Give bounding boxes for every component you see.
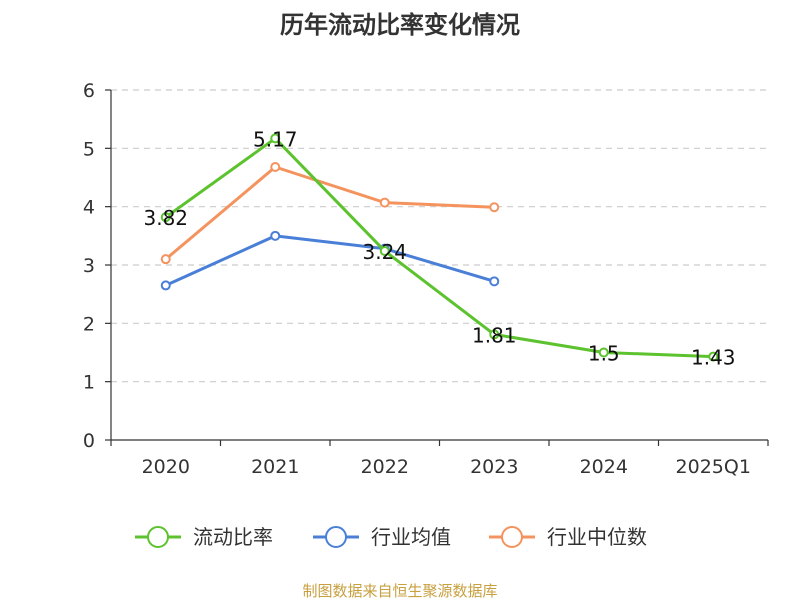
legend-item[interactable]: 流动比率 (135, 525, 273, 549)
y-tick-label: 2 (83, 313, 95, 335)
series-line-0 (164, 136, 714, 359)
series-layer (160, 133, 719, 362)
y-tick-label: 5 (83, 138, 95, 160)
x-tick-label: 2025Q1 (676, 456, 751, 478)
data-point (379, 246, 390, 256)
data-point (708, 351, 719, 362)
data-point (489, 202, 500, 213)
y-tick-label: 0 (83, 430, 95, 452)
x-tick-label: 2024 (580, 456, 628, 478)
data-point (270, 133, 281, 144)
legend-label: 流动比率 (193, 525, 273, 549)
source-note: 制图数据来自恒生聚源数据库 (302, 582, 497, 600)
data-point (598, 347, 609, 358)
legend[interactable]: 流动比率 行业均值 行业中位数 (135, 525, 647, 549)
series-line-2 (164, 165, 495, 261)
legend-item[interactable]: 行业中位数 (489, 525, 647, 549)
data-label: 3.82 (143, 206, 188, 230)
x-tick-label: 2023 (470, 456, 518, 478)
data-labels: 3.82 5.17 3.24 1.81 1.5 1.43 (143, 127, 735, 369)
series-line-1 (165, 234, 495, 287)
legend-item[interactable]: 行业均值 (313, 525, 451, 549)
data-point (160, 280, 171, 291)
data-point (489, 329, 500, 340)
data-point (379, 197, 390, 208)
y-tick-label: 4 (83, 197, 95, 219)
data-label: 3.24 (362, 240, 407, 264)
data-label: 1.81 (472, 323, 517, 347)
grid (111, 89, 768, 383)
legend-swatch-marker (501, 526, 523, 548)
x-tick-label: 2020 (142, 456, 190, 478)
data-point (270, 230, 281, 241)
data-label: 1.5 (588, 342, 620, 366)
data-point (160, 212, 171, 223)
data-point (489, 276, 500, 287)
legend-label: 行业中位数 (547, 525, 647, 549)
data-point (270, 162, 281, 172)
y-tick-label: 1 (83, 372, 95, 394)
data-label: 5.17 (253, 127, 298, 151)
data-label: 1.43 (691, 346, 736, 370)
legend-swatch-marker (325, 526, 347, 548)
y-tick-label: 3 (83, 255, 95, 277)
legend-swatch-marker (147, 526, 169, 548)
axes: 0 1 2 3 4 5 6 2020 2021 2022 2023 2024 2025Q1 (83, 80, 769, 478)
y-tick-label: 6 (83, 80, 95, 102)
chart-title: 历年流动比率变化情况 (280, 11, 520, 39)
legend-label: 行业均值 (371, 525, 451, 549)
data-point (160, 254, 171, 265)
x-tick-label: 2021 (251, 456, 299, 478)
x-tick-label: 2022 (361, 456, 409, 478)
